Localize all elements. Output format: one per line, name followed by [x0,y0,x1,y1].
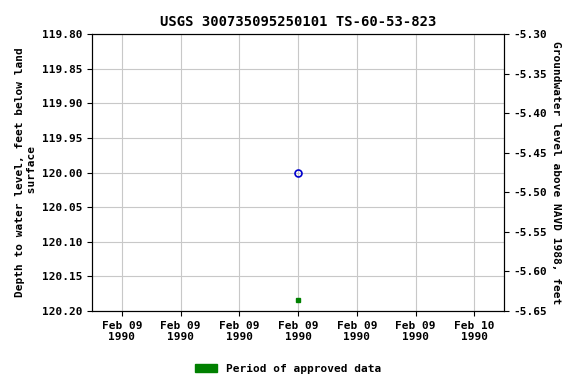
Title: USGS 300735095250101 TS-60-53-823: USGS 300735095250101 TS-60-53-823 [160,15,436,29]
Y-axis label: Groundwater level above NAVD 1988, feet: Groundwater level above NAVD 1988, feet [551,41,561,304]
Legend: Period of approved data: Period of approved data [191,359,385,379]
Y-axis label: Depth to water level, feet below land
 surface: Depth to water level, feet below land su… [15,48,37,298]
